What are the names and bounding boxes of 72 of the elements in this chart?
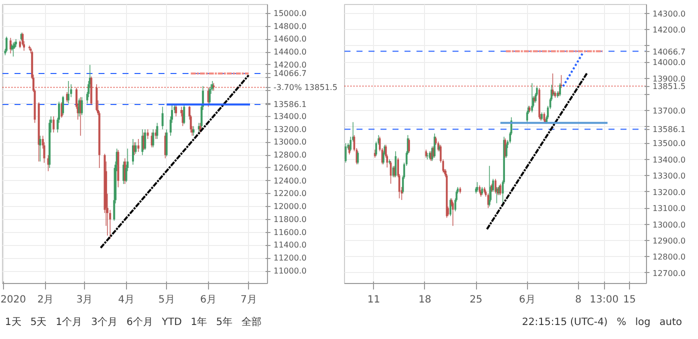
text: 全部 <box>242 317 262 328</box>
y-tick-label: 11800.0 <box>274 214 307 224</box>
x-tick-label: 5月 <box>158 294 175 306</box>
y-tick-label: 14200.0 <box>652 26 686 35</box>
y-tick-label: 13300.0 <box>652 172 686 181</box>
y-tick-label: 12600.0 <box>274 163 307 172</box>
text: log <box>635 317 650 328</box>
x-tick-label: 2020 <box>0 294 26 306</box>
x-tick-label: 2月 <box>37 294 54 306</box>
y-tick-label: 14200.0 <box>274 60 307 70</box>
y-tick-label: 14300.0 <box>652 9 686 18</box>
y-tick-label: 13400.0 <box>652 155 686 164</box>
ref-line-label: -3.70% 13851.5 <box>274 82 338 92</box>
y-tick-label: 13000.0 <box>652 220 686 230</box>
y-tick-label: 12400.0 <box>274 176 307 186</box>
y-tick-label: 11000.0 <box>274 266 307 276</box>
text: 6个月 <box>126 317 153 328</box>
text: 5天 <box>30 317 47 328</box>
y-tick-label: 15000.0 <box>274 8 307 18</box>
y-tick-label: 12900.0 <box>652 236 686 246</box>
x-tick-label: 11 <box>367 294 380 306</box>
y-tick-label: 13900.0 <box>652 74 686 84</box>
y-tick-label: 13200.0 <box>652 188 686 197</box>
y-tick-label: 13000.0 <box>274 138 307 147</box>
candlestick <box>132 138 134 166</box>
y-tick-label: 13700.0 <box>652 106 686 116</box>
x-tick-label: 3月 <box>76 294 93 306</box>
x-tick-label: 8 <box>575 294 582 306</box>
candlestick <box>162 106 164 130</box>
x-tick-label: 25 <box>470 294 482 306</box>
text: 5年 <box>216 317 233 328</box>
y-tick-label: 11600.0 <box>274 228 307 237</box>
text: 3个月 <box>91 317 118 328</box>
candlestick <box>146 128 149 140</box>
text: auto <box>659 317 682 328</box>
candlestick <box>52 116 55 133</box>
x-tick-label: 18 <box>418 294 432 306</box>
x-tick-label: 7月 <box>240 294 257 306</box>
x-tick-label: 15 <box>623 294 636 306</box>
y-tick-label: 13200.0 <box>274 124 307 134</box>
y-tick-label: 12800.0 <box>652 252 686 262</box>
text: YTD <box>162 317 182 328</box>
y-tick-label: 11200.0 <box>274 254 307 263</box>
y-tick-label: 12000.0 <box>274 202 307 212</box>
y-tick-label: 14800.0 <box>274 22 307 31</box>
x-tick-label: 13:00 <box>590 294 619 306</box>
x-tick-label: 6月 <box>200 294 217 306</box>
text: 1年 <box>190 317 208 328</box>
ref-line-label: 13851.5 <box>652 82 686 92</box>
ref-line-label: 13586.1 <box>652 125 686 134</box>
y-tick-label: 13100.0 <box>652 204 686 214</box>
x-tick-label: 6月 <box>518 294 536 306</box>
text: 22:15:15 (UTC-4) <box>522 317 608 328</box>
y-tick-label: 13500.0 <box>652 139 686 148</box>
y-tick-label: 12700.0 <box>652 268 686 278</box>
text: % <box>616 317 626 328</box>
ref-line-label: 14066.7 <box>652 47 686 56</box>
y-tick-label: 14600.0 <box>274 34 307 44</box>
y-tick-label: 14000.0 <box>652 58 686 68</box>
text: 1个月 <box>56 317 82 328</box>
candlestick <box>137 138 140 152</box>
y-tick-label: 13400.0 <box>274 112 307 121</box>
y-tick-label: 11400.0 <box>274 240 307 250</box>
y-tick-label: 14400.0 <box>274 48 307 57</box>
text: 1天 <box>5 317 22 328</box>
ref-line-label: 13586.1 <box>274 100 307 109</box>
y-tick-label: 12200.0 <box>274 189 307 198</box>
ref-line-label: 14066.7 <box>274 68 307 78</box>
candlestick <box>62 95 64 116</box>
x-tick-label: 4月 <box>118 294 134 306</box>
candlestick <box>6 36 8 52</box>
y-tick-label: 12800.0 <box>274 150 307 160</box>
